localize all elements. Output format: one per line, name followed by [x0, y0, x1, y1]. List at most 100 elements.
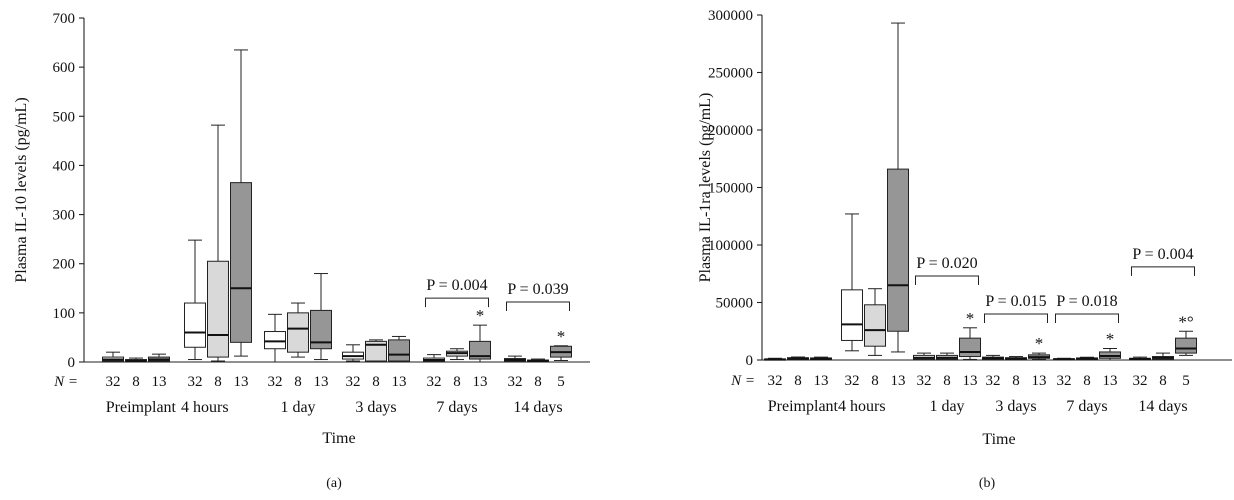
- n-value: 32: [346, 374, 361, 390]
- y-tick-label: 100000: [708, 238, 753, 254]
- n-value: 13: [1103, 373, 1118, 389]
- x-category-label: 14 days: [513, 399, 562, 416]
- panel-label: (a): [326, 476, 342, 491]
- n-value: 13: [314, 374, 329, 390]
- n-value: 8: [943, 373, 951, 389]
- n-value: 5: [557, 374, 565, 390]
- iqr-box: [288, 313, 309, 352]
- n-value: 32: [508, 374, 523, 390]
- significance-star: *°: [1178, 312, 1193, 331]
- n-value: 8: [132, 374, 140, 390]
- y-tick-label: 0: [746, 353, 754, 369]
- significance-star: *: [966, 309, 975, 328]
- y-axis-label: Plasma IL-10 levels (pg/mL): [13, 97, 30, 282]
- n-value: 8: [1083, 373, 1091, 389]
- n-value: 13: [1032, 373, 1047, 389]
- n-value: 13: [963, 373, 978, 389]
- significance-star: *: [476, 306, 485, 325]
- box-1-0: [842, 214, 863, 351]
- box-4-1: [1077, 357, 1098, 360]
- p-value-label: P = 0.004: [426, 277, 487, 294]
- n-value: 32: [845, 373, 860, 389]
- iqr-box: [231, 183, 252, 343]
- x-category-label: 4 hours: [181, 399, 229, 416]
- box-3-1: [1006, 357, 1027, 360]
- box-1-0: [185, 240, 206, 359]
- n-value: 13: [234, 374, 249, 390]
- n-value: 32: [917, 373, 932, 389]
- iqr-box: [888, 169, 909, 331]
- box-4-2: [470, 325, 491, 362]
- box-3-2: [1029, 353, 1050, 359]
- iqr-box: [208, 261, 229, 357]
- box-3-0: [983, 355, 1004, 360]
- box-0-0: [765, 358, 786, 360]
- y-tick-label: 0: [68, 355, 76, 371]
- n-value: 8: [214, 374, 222, 390]
- box-4-0: [1054, 358, 1075, 360]
- y-tick-label: 400: [53, 158, 76, 174]
- iqr-box: [960, 338, 981, 356]
- y-tick-label: 50000: [716, 296, 754, 312]
- n-value: 8: [1159, 373, 1167, 389]
- n-value: 8: [794, 373, 802, 389]
- box-4-0: [424, 355, 445, 362]
- n-value: 8: [453, 374, 461, 390]
- n-value: 32: [986, 373, 1001, 389]
- n-value: 5: [1182, 373, 1190, 389]
- box-2-0: [914, 353, 935, 360]
- n-value: 32: [268, 374, 283, 390]
- box-5-2: [1176, 331, 1197, 355]
- y-tick-label: 500: [53, 109, 76, 125]
- box-4-2: [1100, 349, 1121, 361]
- n-value: 13: [891, 373, 906, 389]
- box-0-1: [788, 357, 809, 360]
- x-axis-label: Time: [982, 431, 1015, 448]
- p-value-bracket: [507, 302, 570, 311]
- x-category-label: 3 days: [355, 399, 396, 416]
- x-category-label: 3 days: [995, 398, 1036, 415]
- n-value: 8: [294, 374, 302, 390]
- n-value: 32: [1057, 373, 1072, 389]
- box-3-1: [366, 340, 387, 362]
- p-value-label: P = 0.015: [985, 293, 1046, 310]
- box-2-0: [265, 314, 286, 362]
- p-value-bracket: [985, 314, 1048, 323]
- box-0-2: [811, 357, 832, 360]
- iqr-box: [842, 290, 863, 341]
- p-value-label: P = 0.004: [1132, 246, 1193, 263]
- iqr-box: [1176, 338, 1197, 353]
- box-5-1: [528, 359, 549, 362]
- n-value: 8: [871, 373, 879, 389]
- p-value-label: P = 0.018: [1056, 293, 1117, 310]
- x-category-label: 1 day: [929, 398, 964, 415]
- n-value: 13: [814, 373, 829, 389]
- x-category-label: 7 days: [436, 399, 477, 416]
- box-0-2: [149, 354, 170, 362]
- y-tick-label: 200: [53, 257, 76, 273]
- box-1-2: [231, 50, 252, 356]
- box-5-1: [1153, 353, 1174, 360]
- n-value: 8: [1012, 373, 1020, 389]
- significance-star: *: [1035, 334, 1044, 353]
- x-category-label: 14 days: [1138, 398, 1187, 415]
- x-category-label: 1 day: [280, 399, 315, 416]
- panel-b-il1ra-boxplot: 0 50000 100000 150000 200000 250000 300000 Plas…: [697, 8, 1232, 491]
- y-axis-label: Plasma IL-1ra levels (pg/mL): [697, 93, 714, 283]
- y-tick-label: 600: [53, 60, 76, 76]
- significance-star: *: [1106, 330, 1115, 349]
- box-2-1: [288, 303, 309, 357]
- y-tick-label: 150000: [708, 181, 753, 197]
- n-value: 8: [534, 374, 542, 390]
- panel-a-il10-boxplot: 0 100 200 300 400 500 600 700 Plasma IL-10 level…: [13, 11, 590, 491]
- panel-label: (b): [979, 476, 996, 491]
- n-value: 32: [427, 374, 442, 390]
- box-0-0: [103, 352, 124, 362]
- iqr-box: [865, 305, 886, 346]
- n-value: 8: [372, 374, 380, 390]
- y-tick-label: 700: [53, 11, 76, 27]
- iqr-box: [265, 332, 286, 349]
- y-tick-label: 200000: [708, 123, 753, 139]
- y-tick-label: 300: [53, 208, 76, 224]
